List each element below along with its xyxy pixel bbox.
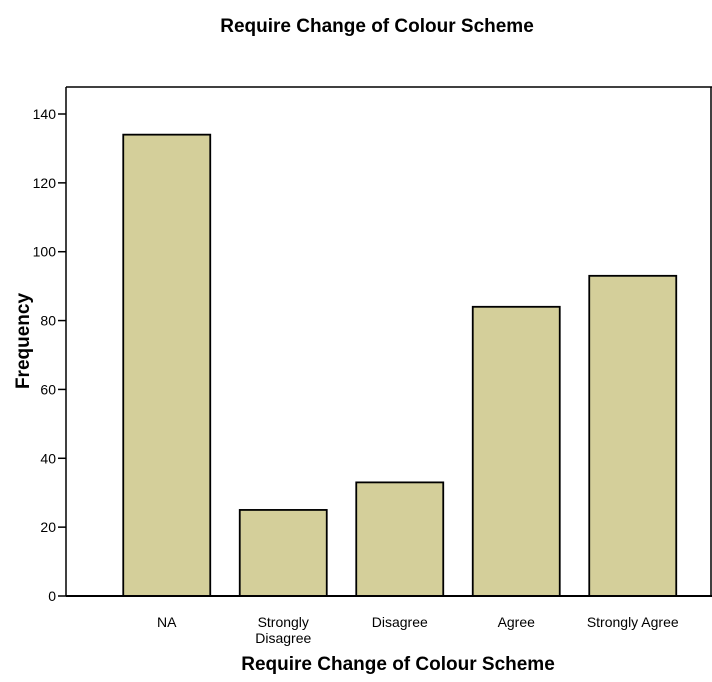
y-tick-label: 40 bbox=[40, 450, 56, 466]
x-tick-label: Agree bbox=[498, 614, 536, 630]
x-tick-label: Disagree bbox=[372, 614, 428, 630]
y-tick-label: 120 bbox=[33, 175, 57, 191]
bar-4 bbox=[588, 274, 678, 597]
y-tick-label: 80 bbox=[40, 313, 56, 329]
y-axis-label: Frequency bbox=[13, 293, 34, 390]
x-tick-label: Strongly bbox=[258, 614, 309, 630]
bar-3 bbox=[471, 305, 561, 597]
x-tick-label: Disagree bbox=[255, 630, 311, 646]
y-tick-label: 100 bbox=[33, 244, 57, 260]
y-tick-label: 60 bbox=[40, 381, 56, 397]
y-tick-label: 0 bbox=[48, 588, 56, 604]
bar-2 bbox=[355, 481, 445, 597]
y-tick-label: 140 bbox=[33, 106, 57, 122]
bar-0 bbox=[122, 133, 212, 597]
x-tick-label: Strongly Agree bbox=[587, 614, 679, 630]
bar-1 bbox=[238, 509, 328, 597]
y-tick-label: 20 bbox=[40, 519, 56, 535]
x-axis-label: Require Change of Colour Scheme bbox=[241, 654, 555, 675]
chart-title: Require Change of Colour Scheme bbox=[220, 16, 534, 37]
x-tick-label: NA bbox=[157, 614, 177, 630]
